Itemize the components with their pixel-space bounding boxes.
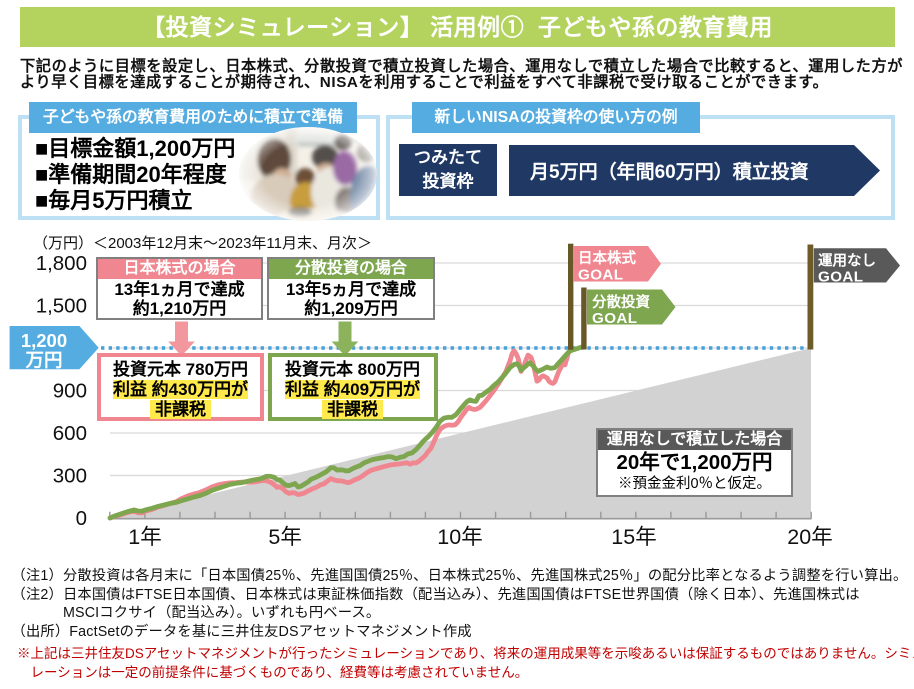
svg-text:900: 900 xyxy=(53,380,87,403)
svg-text:300: 300 xyxy=(53,465,87,488)
svg-text:1,500: 1,500 xyxy=(36,295,87,318)
svg-text:万円: 万円 xyxy=(24,350,62,371)
svg-text:10年: 10年 xyxy=(437,525,482,549)
svg-text:GOAL: GOAL xyxy=(818,269,863,286)
svg-text:GOAL: GOAL xyxy=(578,267,623,284)
svg-text:1年: 1年 xyxy=(128,525,161,549)
svg-text:15年: 15年 xyxy=(611,525,656,549)
svg-text:1,200: 1,200 xyxy=(21,330,67,351)
svg-text:1,800: 1,800 xyxy=(36,252,87,275)
svg-text:運用なし: 運用なし xyxy=(818,253,876,270)
svg-text:5年: 5年 xyxy=(268,525,301,549)
svg-text:GOAL: GOAL xyxy=(592,310,637,327)
svg-text:20年: 20年 xyxy=(787,525,832,549)
svg-text:600: 600 xyxy=(53,422,87,445)
svg-text:0: 0 xyxy=(76,507,87,530)
svg-text:分散投資: 分散投資 xyxy=(592,293,650,311)
svg-text:月5万円（年間60万円）積立投資: 月5万円（年間60万円）積立投資 xyxy=(529,160,809,183)
svg-text:日本株式: 日本株式 xyxy=(578,249,636,267)
